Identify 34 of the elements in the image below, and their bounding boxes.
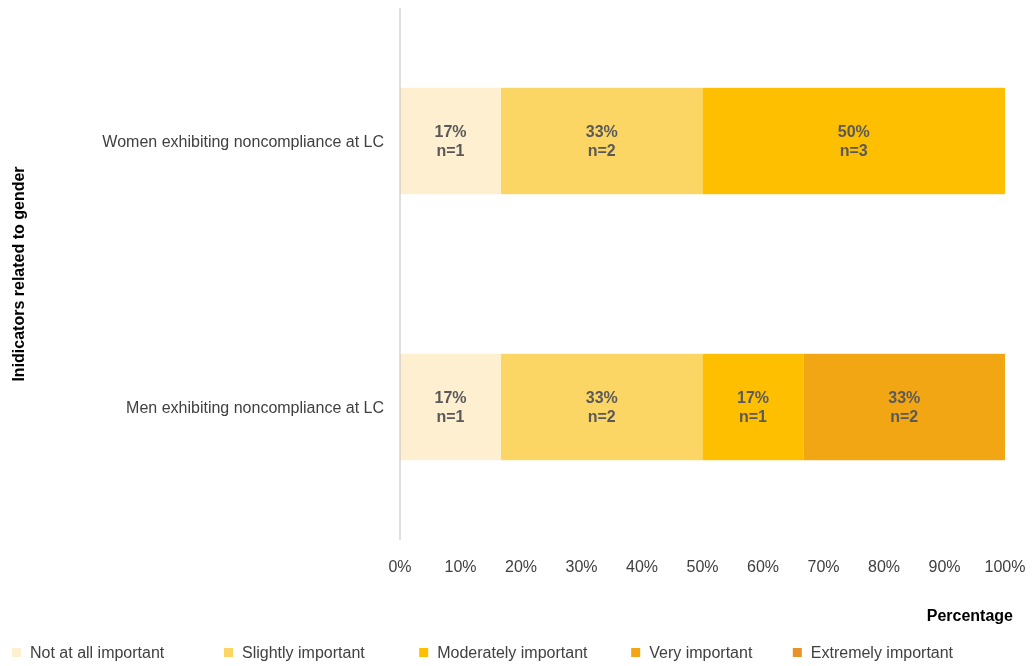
bar [702,87,1005,195]
x-tick-label: 40% [625,558,659,575]
data-label: 17% n=1 [434,389,467,426]
bar [702,353,804,461]
legend-label: Slightly important [242,644,366,661]
x-tick-label: 50% [686,558,719,575]
x-tick-label: 70% [807,558,840,575]
x-tick-label: 0% [388,558,412,575]
bar [400,353,502,461]
legend-label: Not at all important [30,644,165,661]
data-label: 33% n=2 [888,389,921,426]
bar [501,87,703,195]
x-tick-label: 90% [928,558,961,575]
data-label: 17% n=1 [737,389,770,426]
bar [501,353,703,461]
x-tick-label: 60% [746,558,780,575]
legend-label: Moderately important [437,644,589,661]
legend-label: Extremely important [810,644,954,661]
x-tick-label: 100% [984,558,1026,575]
y-tick-label: Men exhibiting noncompliance at LC [126,399,384,416]
x-tick-label: 20% [504,558,538,575]
data-label: 17% n=1 [434,123,467,160]
bar [803,353,1005,461]
x-tick-label: 30% [565,558,598,575]
legend-label: Very important [649,644,753,661]
y-tick-label: Women exhibiting noncompliance at LC [102,133,384,150]
y-axis-title: Inidicators related to gender [10,166,27,382]
x-tick-label: 80% [867,558,901,575]
data-label: 33% n=2 [585,123,618,160]
bar [400,87,502,195]
data-label: 50% n=3 [837,123,870,160]
x-tick-label: 10% [444,558,477,575]
x-axis-title: Percentage [926,607,1014,624]
data-label: 33% n=2 [585,389,618,426]
